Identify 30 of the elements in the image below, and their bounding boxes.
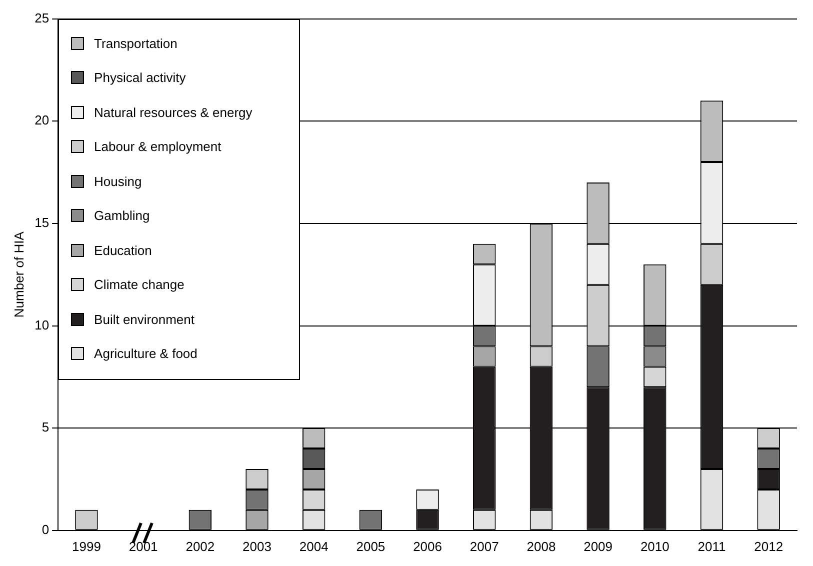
x-tick-label: 2002 <box>186 538 215 554</box>
x-tick-label: 2011 <box>698 538 726 554</box>
legend-label: Education <box>94 242 152 258</box>
x-tick-label: 2007 <box>470 538 499 554</box>
legend-label: Agriculture & food <box>94 346 198 362</box>
x-tick-label: 2001 <box>128 538 158 554</box>
x-tick-label: 2003 <box>242 538 272 554</box>
y-axis-title: Number of HIA <box>11 231 26 318</box>
x-tick-label: 2004 <box>299 538 328 554</box>
x-tick-label: 2006 <box>413 538 442 554</box>
legend-label: Built environment <box>94 312 194 327</box>
legend-label: Labour & employment <box>94 139 222 154</box>
y-tick-label: 15 <box>34 215 50 230</box>
legend-label: Transportation <box>94 36 178 51</box>
x-tick-label: 1999 <box>72 538 101 554</box>
y-tick-label: 10 <box>34 317 50 332</box>
legend-label: Physical activity <box>94 70 186 86</box>
legend-label: Gambling <box>94 208 150 224</box>
x-tick-label: 2009 <box>584 538 613 554</box>
x-tick-label: 2012 <box>754 538 784 554</box>
y-tick-label: 5 <box>42 420 50 435</box>
x-tick-label: 2008 <box>526 538 556 554</box>
x-tick-label: 2010 <box>640 538 670 554</box>
legend-label: Climate change <box>94 277 184 292</box>
y-tick-label: 25 <box>34 10 50 26</box>
legend-label: Natural resources & energy <box>94 104 252 120</box>
legend-label: Housing <box>94 174 142 189</box>
y-tick-label: 0 <box>42 522 50 537</box>
y-tick-label: 20 <box>34 112 50 128</box>
x-tick-label: 2005 <box>356 538 386 554</box>
